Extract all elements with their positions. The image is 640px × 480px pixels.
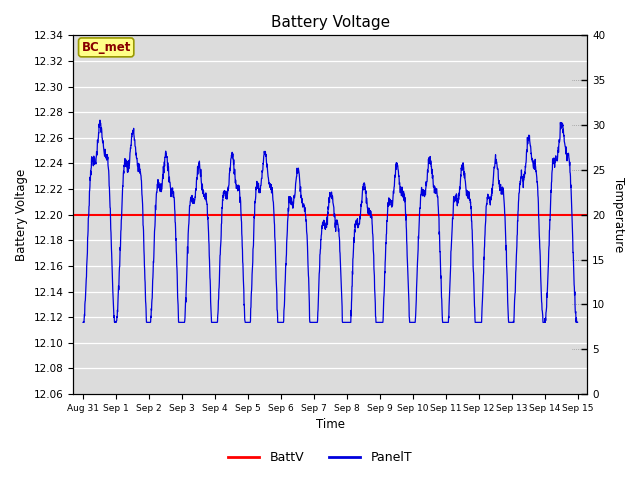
- Legend: BattV, PanelT: BattV, PanelT: [223, 446, 417, 469]
- Title: Battery Voltage: Battery Voltage: [271, 15, 390, 30]
- Y-axis label: Temperature: Temperature: [612, 177, 625, 252]
- Y-axis label: Battery Voltage: Battery Voltage: [15, 168, 28, 261]
- X-axis label: Time: Time: [316, 419, 345, 432]
- Text: BC_met: BC_met: [81, 41, 131, 54]
